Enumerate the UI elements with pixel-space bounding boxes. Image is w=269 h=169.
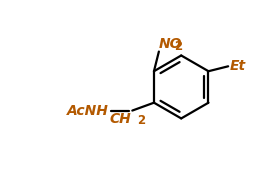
Text: 2: 2 bbox=[137, 114, 145, 127]
Text: NO: NO bbox=[159, 37, 182, 51]
Text: Et: Et bbox=[230, 59, 246, 73]
Text: CH: CH bbox=[109, 112, 131, 126]
Text: 2: 2 bbox=[175, 40, 183, 53]
Text: AcNH: AcNH bbox=[67, 104, 109, 118]
